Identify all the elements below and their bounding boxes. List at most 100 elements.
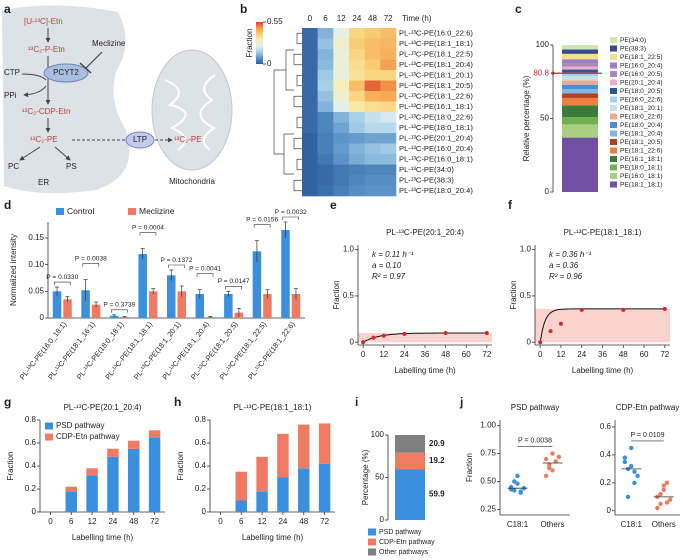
fit-annotation: a = 0.10 — [372, 261, 402, 270]
heat-cell — [380, 164, 397, 176]
y-tick-label: 0.25 — [480, 505, 496, 514]
heat-cell — [380, 112, 397, 123]
heat-cell — [302, 112, 318, 123]
bar-segment — [395, 435, 425, 453]
label: PC — [8, 162, 19, 171]
point — [518, 489, 523, 494]
chart-title: PL-¹³C-PE(20:1_20:4) — [64, 403, 142, 412]
bar — [138, 254, 147, 318]
point — [550, 451, 555, 456]
y-tick-label: 0.10 — [28, 260, 44, 269]
point — [558, 321, 563, 326]
y-axis-label: Fraction — [465, 453, 474, 482]
panel-letter: a — [4, 2, 11, 16]
fit-annotation: R² = 0.96 — [549, 272, 583, 281]
heat-cell — [333, 59, 350, 71]
bar-segment — [148, 437, 161, 512]
legend-swatch — [610, 164, 617, 171]
bar-segment — [562, 117, 598, 125]
legend-swatch — [610, 37, 617, 43]
row-label: PL-¹³C-PE(16:0_20:4) — [399, 144, 473, 153]
point — [579, 307, 584, 312]
y-tick-label: 0.15 — [28, 233, 44, 242]
inhibition — [85, 51, 103, 69]
y-tick-label: 0.4 — [25, 461, 37, 470]
x-tick-label: 24 — [108, 517, 117, 526]
heat-cell — [333, 185, 350, 197]
chart-title: PSD pathway — [511, 403, 559, 412]
label: LTP — [133, 135, 147, 144]
cristae — [164, 74, 216, 151]
panel-letter: f — [508, 198, 513, 212]
legend-label: PE(16:0_20:4) — [620, 62, 663, 69]
heat-cell — [364, 122, 381, 134]
heat-cell — [302, 175, 318, 186]
row-label: PL-¹³C-PE(18:0_20:4) — [399, 186, 473, 195]
bar-segment — [86, 475, 98, 512]
heat-cell — [380, 185, 397, 197]
heat-cell — [380, 133, 397, 144]
legend-label: PE(16:0_22:6) — [620, 96, 663, 103]
x-tick-label: 0 — [538, 350, 543, 359]
enzyme-shape — [43, 63, 89, 83]
panel-a: a [U-¹³C]-Etn ¹³C₂-P-Etn Meclizine CTP P… — [2, 2, 233, 194]
ltp-shape — [125, 131, 155, 149]
heat-cell — [380, 70, 397, 81]
y-tick-label: 0 — [40, 313, 45, 322]
heat-cell — [349, 133, 365, 144]
mitochondrion — [151, 49, 233, 171]
heat-cell — [317, 80, 334, 92]
heat-cell — [317, 122, 334, 134]
point — [443, 330, 448, 335]
bar-segment — [65, 491, 77, 512]
x-tick-label: 48 — [441, 350, 450, 359]
column-label: 12 — [337, 14, 346, 23]
legend-swatch — [368, 538, 376, 546]
value-label: 59.9 — [429, 490, 445, 499]
heat-cell — [364, 133, 381, 144]
x-tick-label: 60 — [462, 350, 471, 359]
legend-swatch — [610, 54, 617, 60]
label: ¹³C₂-CDP-Etn — [22, 107, 70, 116]
heat-cell — [349, 164, 365, 176]
x-tick-label: 0 — [48, 517, 53, 526]
legend-swatch — [610, 156, 617, 162]
heat-cell — [302, 143, 318, 155]
legend-label: PE(18:1_20:1) — [620, 105, 663, 112]
point — [667, 497, 673, 502]
legend-swatch — [610, 173, 617, 179]
inhibition-bar — [79, 62, 92, 74]
heat-cell — [333, 28, 350, 39]
heat-cell — [333, 122, 350, 134]
point — [547, 465, 552, 471]
legend-label: PE(16:0_20:5) — [620, 71, 663, 78]
bar-segment — [318, 423, 331, 464]
heat-cell — [302, 80, 318, 92]
bar-segment — [562, 72, 598, 77]
heat-cell — [333, 80, 350, 92]
y-tick-label: 0.8 — [25, 415, 37, 424]
legend-label: CDP-Etn pathway — [56, 432, 120, 441]
heat-cell — [333, 133, 350, 144]
y-axis-label: Fraction — [509, 281, 518, 310]
bar — [252, 251, 262, 318]
heat-cell — [302, 122, 318, 134]
y-tick-label: 0 — [380, 515, 385, 524]
legend-swatch — [610, 105, 617, 111]
heat-cell — [380, 122, 397, 134]
point — [543, 456, 549, 462]
point — [547, 462, 552, 467]
row-label: PL-¹³C-PE(38:3) — [399, 175, 454, 184]
p-value-label: P = 0.0156 — [246, 216, 278, 223]
y-tick-label: 0.5 — [520, 291, 532, 300]
legend-label: Meclizine — [139, 206, 175, 216]
heat-cell — [317, 49, 334, 60]
legend-swatch — [56, 208, 64, 215]
legend-label: PE(16:0_18:1) — [620, 173, 663, 180]
x-axis-label: Labelling time (h) — [242, 533, 304, 542]
row-label: PL-¹³C-PE(20:1_20:4) — [399, 133, 473, 142]
point — [402, 331, 407, 336]
bar-segment — [562, 53, 598, 60]
point — [515, 481, 520, 486]
p-value-label: P = 0.0038 — [75, 255, 107, 262]
